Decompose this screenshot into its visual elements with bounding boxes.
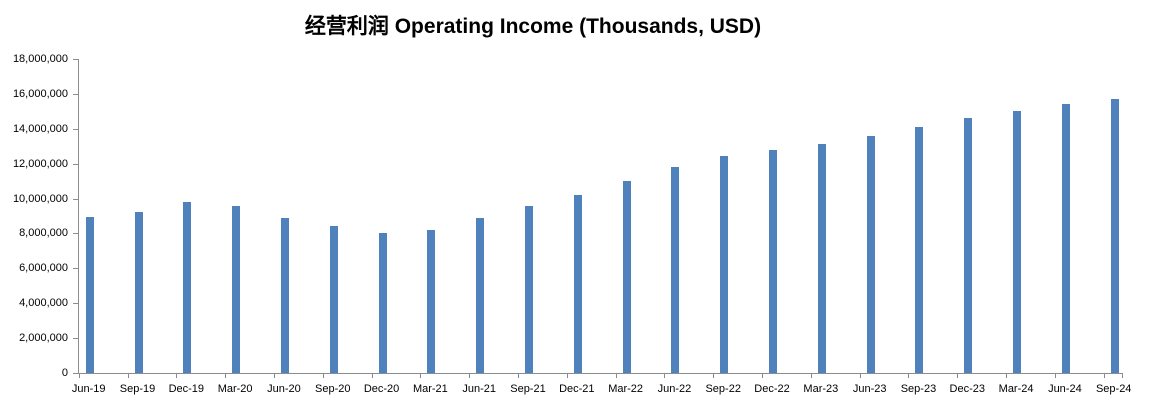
x-axis-label: Sep-24 <box>1095 383 1132 395</box>
bar-Mar-21 <box>427 230 436 373</box>
x-axis-tick <box>1054 374 1056 378</box>
x-axis-label: Jun-22 <box>657 383 692 395</box>
bar-Dec-23 <box>964 118 973 373</box>
y-axis-tick <box>73 303 78 304</box>
x-axis-tick <box>1103 374 1105 378</box>
bar-Jun-24 <box>1061 104 1070 373</box>
x-axis-tick <box>859 374 861 378</box>
y-axis-label: 6,000,000 <box>19 262 68 274</box>
x-axis-label: Sep-23 <box>900 383 937 395</box>
x-axis-label: Dec-21 <box>559 383 595 395</box>
y-axis-tick <box>73 199 78 200</box>
y-axis-label: 2,000,000 <box>19 332 68 344</box>
y-axis-tick <box>73 164 78 165</box>
x-axis-tick <box>469 374 471 378</box>
x-axis-tick <box>176 374 178 378</box>
bar-Sep-20 <box>329 226 338 373</box>
x-axis-tick <box>566 374 568 378</box>
y-axis-label: 18,000,000 <box>12 53 68 65</box>
y-axis-tick <box>73 94 78 95</box>
x-axis-tick <box>225 374 227 378</box>
x-axis-tick <box>762 374 764 378</box>
y-axis-label: 12,000,000 <box>12 158 68 170</box>
bar-Sep-21 <box>524 206 533 373</box>
y-axis-tick <box>73 373 78 374</box>
x-axis-label: Jun-20 <box>267 383 301 395</box>
plot-area <box>78 59 1123 374</box>
y-axis-tick <box>73 338 78 339</box>
y-axis-label: 0 <box>61 367 68 379</box>
bar-Sep-23 <box>915 127 924 373</box>
bar-Dec-21 <box>573 195 582 373</box>
x-axis-label: Sep-21 <box>510 383 546 395</box>
bar-Mar-22 <box>622 181 631 373</box>
x-axis-tick <box>78 374 80 378</box>
x-axis-label: Sep-20 <box>315 383 351 395</box>
x-axis-tick <box>322 374 324 378</box>
x-axis-tick <box>127 374 129 378</box>
x-axis-tick <box>1006 374 1008 378</box>
y-axis-tick <box>73 59 78 60</box>
y-axis-tick <box>73 233 78 234</box>
x-axis-label: Dec-23 <box>949 383 985 395</box>
y-axis-label: 4,000,000 <box>19 297 68 309</box>
bar-Jun-21 <box>476 218 485 373</box>
x-axis-label: Jun-23 <box>852 383 887 395</box>
x-axis-tick <box>1122 374 1123 378</box>
x-axis-label: Mar-20 <box>217 383 253 395</box>
x-axis-tick <box>517 374 519 378</box>
x-axis-label: Dec-19 <box>168 383 205 395</box>
bar-Sep-24 <box>1110 99 1119 373</box>
y-axis-tick <box>73 268 78 269</box>
bar-Mar-23 <box>817 144 826 373</box>
y-axis-label: 10,000,000 <box>12 193 68 205</box>
bar-Dec-19 <box>183 202 192 373</box>
x-axis-label: Mar-23 <box>803 383 839 395</box>
x-axis-label: Mar-21 <box>412 383 448 395</box>
x-axis-label: Mar-22 <box>608 383 644 395</box>
x-axis-tick <box>420 374 422 378</box>
bar-Jun-23 <box>866 136 875 373</box>
x-axis-label: Jun-21 <box>462 383 496 395</box>
bar-Jun-22 <box>671 167 680 373</box>
y-axis-tick <box>73 129 78 130</box>
x-axis-tick <box>713 374 715 378</box>
x-axis-label: Sep-19 <box>119 383 156 395</box>
x-axis-tick <box>615 374 617 378</box>
x-axis-label: Mar-24 <box>998 383 1034 395</box>
x-axis-label: Jun-19 <box>71 383 106 395</box>
bar-Mar-24 <box>1013 111 1022 373</box>
x-axis-label: Dec-22 <box>754 383 790 395</box>
bar-Sep-22 <box>720 156 729 373</box>
y-axis-label: 8,000,000 <box>19 227 68 239</box>
y-axis-label: 16,000,000 <box>12 88 68 100</box>
x-axis-tick <box>273 374 275 378</box>
bar-Dec-20 <box>378 233 387 373</box>
y-axis-label: 14,000,000 <box>12 123 68 135</box>
bar-Jun-20 <box>280 218 289 373</box>
x-axis-label: Sep-22 <box>705 383 741 395</box>
x-axis-tick <box>371 374 373 378</box>
x-axis-tick <box>810 374 812 378</box>
x-axis-tick <box>957 374 959 378</box>
bar-Dec-22 <box>769 150 778 373</box>
chart-title: 经营利润 Operating Income (Thousands, USD) <box>304 15 762 38</box>
x-axis-tick <box>664 374 666 378</box>
x-axis-label: Dec-20 <box>363 383 400 395</box>
x-axis-label: Jun-24 <box>1048 383 1082 395</box>
bar-Sep-19 <box>134 212 143 373</box>
bar-Mar-20 <box>232 206 241 373</box>
bar-Jun-19 <box>85 217 94 373</box>
x-axis-tick <box>908 374 910 378</box>
